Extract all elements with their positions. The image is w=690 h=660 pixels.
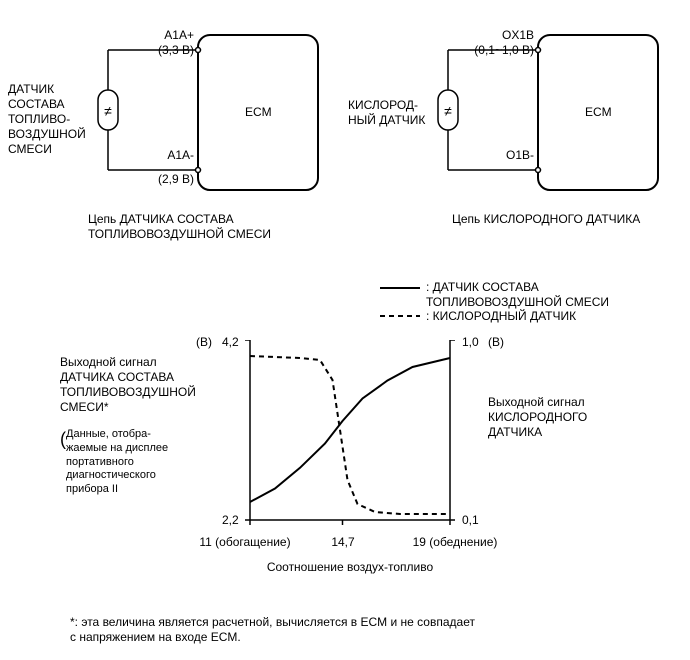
pin-top-v-left: (3,3 В) xyxy=(152,43,194,58)
svg-text:≠: ≠ xyxy=(444,103,452,119)
chart-plot xyxy=(245,340,455,535)
legend-colon-2: : xyxy=(426,309,433,323)
ecm-label-right: ECM xyxy=(585,105,612,120)
pin-top-left: A1A+ xyxy=(158,28,194,43)
circuit-left: ≠ ДАТЧИКСОСТАВАТОПЛИВО-ВОЗДУШНОЙСМЕСИ EC… xyxy=(8,30,338,250)
ytick-left-top: 4,2 xyxy=(222,335,239,350)
pin-bot-v-left: (2,9 В) xyxy=(152,172,194,187)
left-axis-subtitle: (Данные, отобра-жаемые на дисплеепортати… xyxy=(60,428,210,497)
svg-text:≠: ≠ xyxy=(104,103,112,119)
ytick-left-bot: 2,2 xyxy=(222,513,239,528)
pin-bot-right: O1B- xyxy=(498,148,534,163)
chart-legend: : ДАТЧИК СОСТАВАТОПЛИВОВОЗДУШНОЙ СМЕСИ :… xyxy=(380,280,680,324)
right-axis-unit: (В) xyxy=(488,335,504,350)
xtick-1: 14,7 xyxy=(318,535,368,550)
sensor-label-right: КИСЛОРОД-НЫЙ ДАТЧИК xyxy=(348,98,430,128)
sensor-label-left: ДАТЧИКСОСТАВАТОПЛИВО-ВОЗДУШНОЙСМЕСИ xyxy=(8,82,90,157)
circuit-caption-right: Цепь КИСЛОРОДНОГО ДАТЧИКА xyxy=(452,212,640,227)
footnote: *: эта величина является расчетной, вычи… xyxy=(70,615,650,645)
legend-colon-1: : xyxy=(426,280,433,294)
legend-solid-label: ДАТЧИК СОСТАВАТОПЛИВОВОЗДУШНОЙ СМЕСИ xyxy=(426,280,609,309)
x-axis-title: Соотношение воздух-топливо xyxy=(210,560,490,575)
left-axis-title: Выходной сигналДАТЧИКА СОСТАВАТОПЛИВОВОЗ… xyxy=(60,355,210,415)
left-axis-subtitle-text: Данные, отобра-жаемые на дисплеепортатив… xyxy=(66,428,186,497)
xtick-2: 19 (обеднение) xyxy=(400,535,510,550)
pin-top-right: OX1B xyxy=(492,28,534,43)
pin-top-v-right: (0,1~1,0 В) xyxy=(468,43,534,58)
chart-area: Выходной сигналДАТЧИКА СОСТАВАТОПЛИВОВОЗ… xyxy=(60,335,640,595)
ecm-label-left: ECM xyxy=(245,105,272,120)
ytick-right-bot: 0,1 xyxy=(462,513,479,528)
ytick-right-top: 1,0 xyxy=(462,335,479,350)
xtick-0: 11 (обогащение) xyxy=(190,535,300,550)
pin-bot-left: A1A- xyxy=(158,148,194,163)
right-axis-title: Выходной сигналКИСЛОРОДНОГОДАТЧИКА xyxy=(488,395,628,440)
left-axis-unit: (В) xyxy=(196,335,212,350)
legend-dashed-label: КИСЛОРОДНЫЙ ДАТЧИК xyxy=(433,309,576,323)
circuit-right: ≠ КИСЛОРОД-НЫЙ ДАТЧИК ECM OX1B (0,1~1,0 … xyxy=(348,30,678,250)
circuit-caption-left: Цепь ДАТЧИКА СОСТАВАТОПЛИВОВОЗДУШНОЙ СМЕ… xyxy=(88,212,271,242)
